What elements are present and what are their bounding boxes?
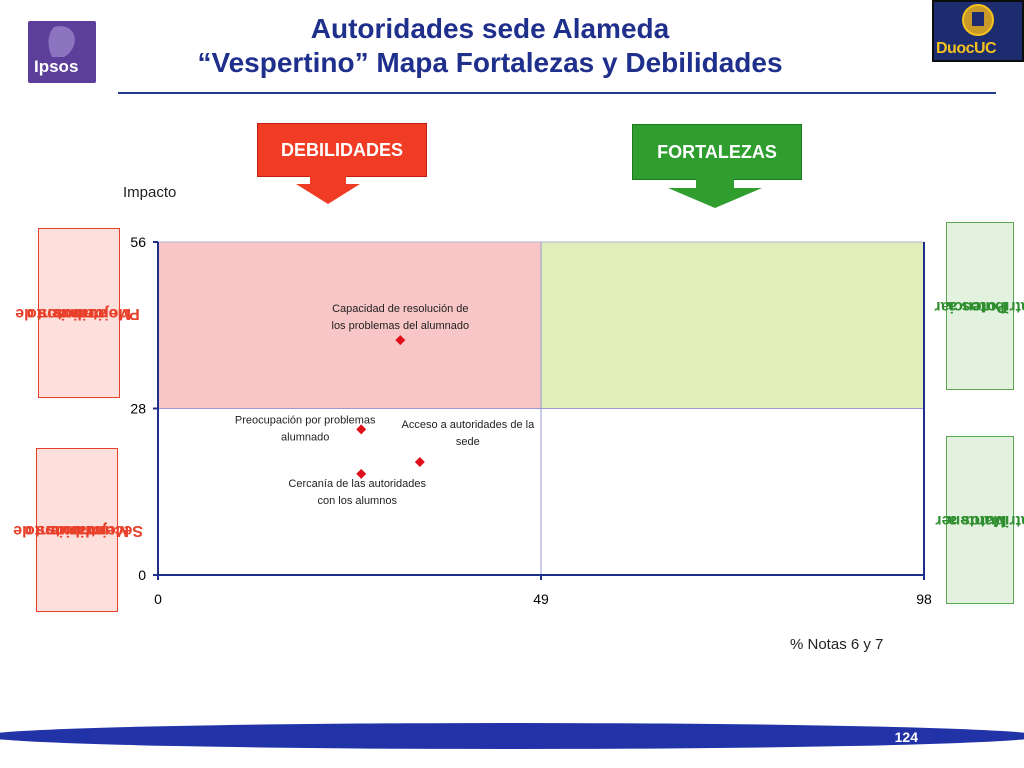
data-point-label: Capacidad de resolución de [332,303,468,315]
debilidades-tag: DEBILIDADES [257,123,427,177]
data-point-marker [414,457,425,468]
data-point-label: Cercanía de las autoridades [288,478,426,490]
fortalezas-arrow-icon [668,178,762,208]
page-title-line2: “Vespertino” Mapa Fortalezas y Debilidad… [197,47,783,78]
page-title-line1: Autoridades sede Alameda [310,13,670,44]
ipsos-logo: Ipsos [28,21,96,83]
x-tick-label: 49 [533,591,549,607]
side-label-potenciar: atributos a Potenciar [935,222,1024,390]
debilidades-label: DEBILIDADES [280,140,403,160]
fortalezas-tag: FORTALEZAS [632,124,802,180]
duoc-logo: DuocUC [932,0,1024,62]
debilidades-arrow-icon [296,174,360,204]
duoc-logo-text: DuocUC [936,40,997,57]
quadrant-debilidades [158,242,541,409]
fortalezas-label: FORTALEZAS [657,142,777,162]
data-point-label: los problemas del alumnado [332,320,470,332]
y-tick-label: 0 [138,567,146,583]
quadrant-fortalezas [541,242,924,409]
x-tick-label: 0 [154,591,162,607]
side-label-mantener: atributos a Mantener [935,436,1024,604]
title-divider [118,92,996,94]
ipsos-face-icon [48,26,75,57]
y-tick-label: 56 [130,234,146,250]
data-point-marker [395,335,406,346]
side-label-secundarios: atributos de Mejoramiento Secundarios [13,448,143,612]
side-label-prioritarios: atributos de Mejoramiento Prioritarios [15,228,140,398]
data-point-label: con los alumnos [317,495,397,507]
y-axis-title: Impacto [123,184,176,201]
quadrant-chart: 0 28 56 0 49 98 Impacto % Notas 6 y 7 Capacidad … [123,184,932,653]
data-point-marker [356,468,367,479]
data-point-label: sede [456,436,480,448]
data-point-label: Acceso a autoridades de la [401,419,535,431]
ipsos-logo-text: Ipsos [34,57,79,76]
page-number: 124 [894,729,918,745]
data-point-label: Preocupación por problemas [235,414,376,426]
data-point-label: alumnado [281,431,329,443]
duoc-crest-icon [962,4,994,36]
data-point-marker [356,424,367,435]
x-axis-title: % Notas 6 y 7 [790,636,883,653]
y-tick-label: 28 [130,401,146,417]
x-tick-label: 98 [916,591,932,607]
footer-band [0,723,1024,749]
